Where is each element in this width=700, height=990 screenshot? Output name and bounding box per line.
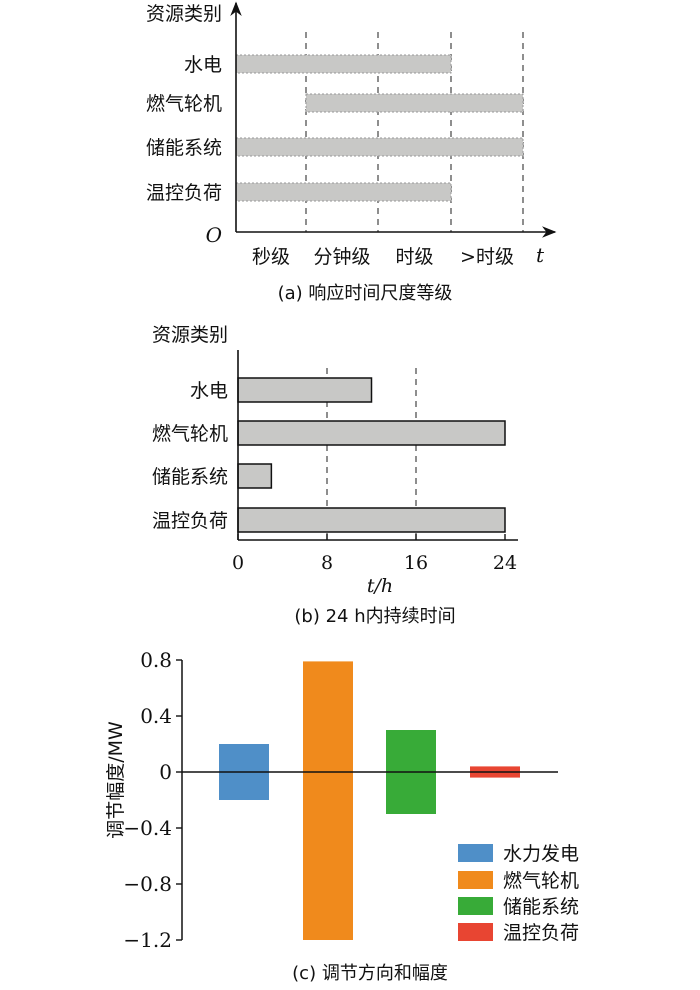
panel-c-ylabel: 调节幅度/MW [105, 721, 127, 839]
y-tick-label: −1.2 [123, 928, 172, 952]
panel-b-xlabel: t/h [367, 575, 393, 597]
panel-c: 调节幅度/MW (c) 调节方向和幅度 0.8 0.4 0 −0.4 −0.8 −1.2 水… [105, 648, 579, 984]
category-label: 温控负荷 [146, 182, 222, 204]
category-label: 温控负荷 [152, 510, 228, 532]
x-tick-label: 16 [404, 552, 428, 574]
y-tick-label: 0.4 [140, 704, 172, 728]
category-label: 燃气轮机 [146, 93, 222, 115]
y-tick-label: −0.8 [123, 872, 172, 896]
bar-2 [235, 137, 524, 157]
y-tick-label: −0.4 [123, 816, 172, 840]
category-label: 水电 [184, 54, 222, 76]
x-tick-label: 24 [493, 552, 517, 574]
legend-label: 温控负荷 [503, 922, 579, 944]
bar-0 [235, 54, 452, 74]
bar-1 [305, 93, 524, 113]
panel-c-caption: (c) 调节方向和幅度 [292, 963, 448, 984]
panel-a-ylabel: 资源类别 [146, 3, 222, 25]
bar-3 [235, 182, 452, 202]
y-tick-label: 0 [159, 760, 172, 784]
tick-label: >时级 [460, 246, 514, 268]
panel-a-xlabel: t [536, 243, 545, 267]
category-label: 储能系统 [152, 466, 228, 488]
legend-label: 燃气轮机 [503, 870, 579, 892]
category-label: 燃气轮机 [152, 423, 228, 445]
legend-swatch [458, 897, 493, 915]
x-tick-label: 0 [232, 552, 244, 574]
panel-a-origin: O [206, 223, 222, 247]
bar-3 [237, 507, 506, 533]
category-label: 水电 [190, 380, 228, 402]
panel-a-caption: (a) 响应时间尺度等级 [278, 283, 453, 304]
legend-swatch [458, 844, 493, 862]
bar-1 [237, 420, 506, 446]
tick-label: 秒级 [252, 246, 290, 268]
legend-swatch [458, 871, 493, 889]
panel-b-caption: (b) 24 h内持续时间 [294, 606, 455, 627]
legend-label: 水力发电 [503, 843, 579, 865]
x-tick-label: 8 [321, 552, 333, 574]
bar-2 [237, 463, 273, 489]
bar-1 [303, 661, 353, 940]
tick-label: 分钟级 [313, 246, 370, 268]
panel-b-ylabel: 资源类别 [152, 324, 228, 346]
legend-label: 储能系统 [503, 896, 579, 918]
category-label: 储能系统 [146, 137, 222, 159]
y-tick-label: 0.8 [140, 648, 172, 672]
tick-label: 时级 [395, 246, 433, 268]
legend-swatch [458, 923, 493, 941]
bar-0 [237, 377, 373, 403]
